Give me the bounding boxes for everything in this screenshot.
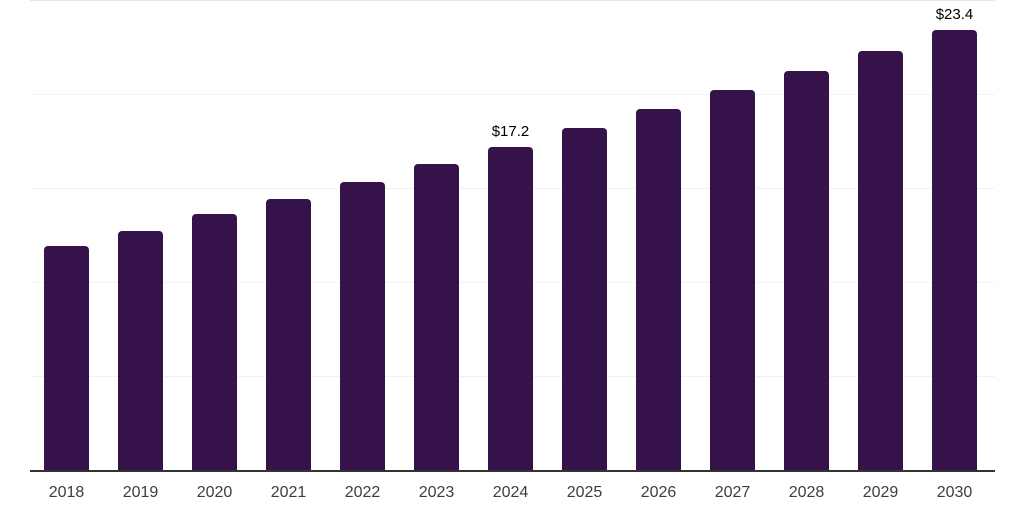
x-tick-label-2029: 2029 [862,484,899,501]
x-tick-label-2024: 2024 [492,484,529,501]
x-tick-label-2022: 2022 [344,484,381,501]
bar-2025 [562,127,607,470]
bar-2021 [266,199,311,470]
plot-area: $17.2 $23.4 [30,0,995,472]
bar-2023 [414,163,459,470]
bar-value-label-2024: $17.2 [491,122,530,140]
bar-2027 [710,90,755,470]
bar-2030 [932,30,977,470]
bar-2028 [784,71,829,470]
x-tick-label-2019: 2019 [122,484,159,501]
x-tick-label-2027: 2027 [714,484,751,501]
bar-2022 [340,182,385,470]
x-tick-label-2026: 2026 [640,484,677,501]
x-tick-label-2018: 2018 [48,484,85,501]
gridline [30,0,995,1]
bar-2026 [636,109,681,470]
gridline [30,94,995,95]
bar-2020 [192,214,237,470]
bar-2024 [488,146,533,470]
bar-2019 [118,231,163,470]
bar-value-label-2030: $23.4 [935,6,974,24]
bar-2018 [44,246,89,470]
x-tick-label-2028: 2028 [788,484,825,501]
x-tick-label-2020: 2020 [196,484,233,501]
x-axis-labels: 2018 2019 2020 2021 2022 2023 2024 2025 2026 2027… [30,472,995,512]
x-tick-label-2021: 2021 [270,484,307,501]
x-tick-label-2025: 2025 [566,484,603,501]
x-tick-label-2023: 2023 [418,484,455,501]
x-tick-label-2030: 2030 [936,484,973,501]
bar-2029 [858,50,903,470]
